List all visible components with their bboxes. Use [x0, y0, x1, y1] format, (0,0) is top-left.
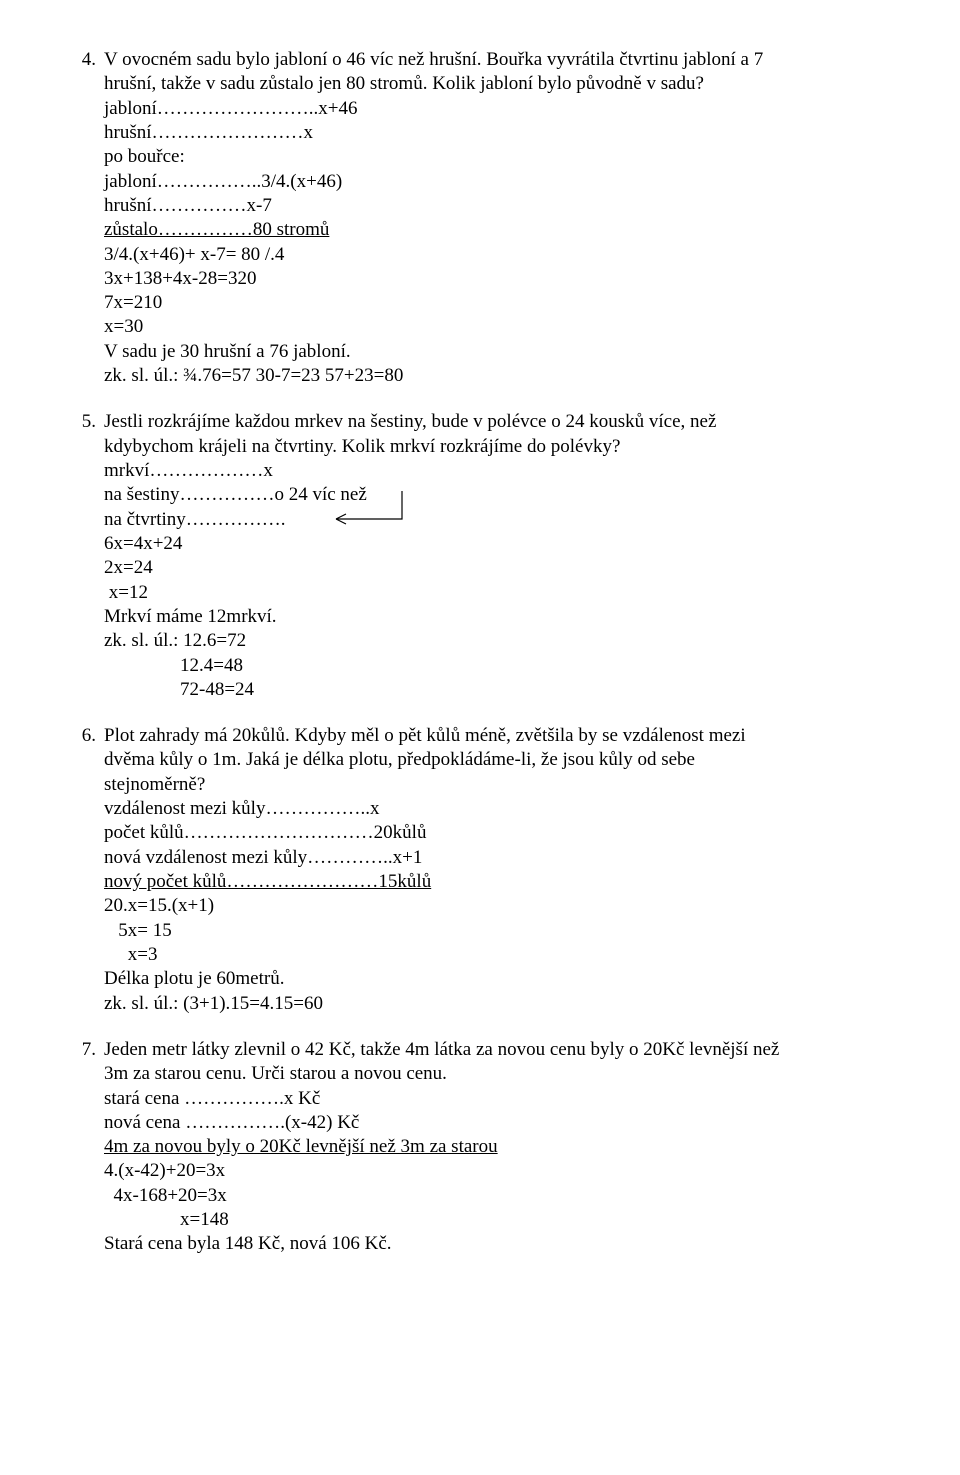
line: hrušní……………………x	[104, 121, 904, 145]
problem-4-work: jabloní……………………..x+46 hrušní……………………x po…	[70, 97, 904, 389]
q-text: 3m za starou cenu. Urči starou a novou c…	[104, 1063, 447, 1084]
line: nová vzdálenost mezi kůly…………..x+1	[104, 846, 904, 870]
line: zk. sl. úl.: (3+1).15=4.15=60	[104, 992, 904, 1016]
line-underlined: 4m za novou byly o 20Kč levnější než 3m …	[104, 1135, 904, 1159]
q-text: Jeden metr látky zlevnil o 42 Kč, takže …	[104, 1039, 779, 1060]
line: 72-48=24	[104, 678, 904, 702]
line: 4x-168+20=3x	[104, 1184, 904, 1208]
problem-7-question: 7. Jeden metr látky zlevnil o 42 Kč, tak…	[70, 1038, 904, 1087]
problem-4-question: 4. V ovocném sadu bylo jabloní o 46 víc …	[70, 48, 904, 97]
q-text: Jestli rozkrájíme každou mrkev na šestin…	[104, 411, 716, 432]
problem-5-question: 5. Jestli rozkrájíme každou mrkev na šes…	[70, 410, 904, 459]
problem-number: 4.	[70, 48, 104, 72]
problem-5: 5. Jestli rozkrájíme každou mrkev na šes…	[70, 410, 904, 702]
q-text: stejnoměrně?	[104, 774, 205, 795]
line: nová cena …………….(x-42) Kč	[104, 1111, 904, 1135]
line: 6x=4x+24	[104, 532, 904, 556]
line: na šestiny……………o 24 víc než	[104, 483, 904, 507]
line: počet kůlů…………………………20kůlů	[104, 821, 904, 845]
line: vzdálenost mezi kůly……………..x	[104, 797, 904, 821]
line: x=30	[104, 315, 904, 339]
line: stará cena …………….x Kč	[104, 1087, 904, 1111]
line: Délka plotu je 60metrů.	[104, 967, 904, 991]
line: Mrkví máme 12mrkví.	[104, 605, 904, 629]
line: x=148	[104, 1208, 904, 1232]
q-text: V ovocném sadu bylo jabloní o 46 víc než…	[104, 49, 763, 70]
line: mrkví………………x	[104, 459, 904, 483]
problem-6-question: 6. Plot zahrady má 20kůlů. Kdyby měl o p…	[70, 724, 904, 797]
line: zk. sl. úl.: 12.6=72	[104, 629, 904, 653]
line-underlined: nový počet kůlů……………………15kůlů	[104, 870, 904, 894]
line: po bouřce:	[104, 145, 904, 169]
line-underlined: zůstalo……………80 stromů	[104, 218, 904, 242]
line: jabloní……………………..x+46	[104, 97, 904, 121]
q-text: kdybychom krájeli na čtvrtiny. Kolik mrk…	[104, 436, 620, 457]
line: zk. sl. úl.: ¾.76=57 30-7=23 57+23=80	[104, 364, 904, 388]
line: na čtvrtiny…………….	[104, 508, 904, 532]
line: 12.4=48	[104, 654, 904, 678]
problem-5-work: mrkví………………x na šestiny……………o 24 víc než…	[70, 459, 904, 702]
problem-number: 6.	[70, 724, 104, 748]
line: 3/4.(x+46)+ x-7= 80 /.4	[104, 243, 904, 267]
line: jabloní……………..3/4.(x+46)	[104, 170, 904, 194]
line: Stará cena byla 148 Kč, nová 106 Kč.	[104, 1232, 904, 1256]
arrow-group: na šestiny……………o 24 víc než na čtvrtiny……	[104, 483, 904, 532]
q-text: Plot zahrady má 20kůlů. Kdyby měl o pět …	[104, 725, 746, 746]
problem-7-work: stará cena …………….x Kč nová cena …………….(x…	[70, 1087, 904, 1257]
line: 20.x=15.(x+1)	[104, 894, 904, 918]
line: x=12	[104, 581, 904, 605]
q-text: hrušní, takže v sadu zůstalo jen 80 stro…	[104, 73, 704, 94]
line: 3x+138+4x-28=320	[104, 267, 904, 291]
problem-7: 7. Jeden metr látky zlevnil o 42 Kč, tak…	[70, 1038, 904, 1257]
line: V sadu je 30 hrušní a 76 jabloní.	[104, 340, 904, 364]
line: hrušní……………x-7	[104, 194, 904, 218]
line: 2x=24	[104, 556, 904, 580]
problem-number: 5.	[70, 410, 104, 434]
line: 5x= 15	[104, 919, 904, 943]
line: 7x=210	[104, 291, 904, 315]
q-text: dvěma kůly o 1m. Jaká je délka plotu, př…	[104, 749, 695, 770]
problem-6-work: vzdálenost mezi kůly……………..x počet kůlů……	[70, 797, 904, 1016]
problem-number: 7.	[70, 1038, 104, 1062]
problem-4: 4. V ovocném sadu bylo jabloní o 46 víc …	[70, 48, 904, 388]
problem-6: 6. Plot zahrady má 20kůlů. Kdyby měl o p…	[70, 724, 904, 1016]
line: 4.(x-42)+20=3x	[104, 1159, 904, 1183]
line: x=3	[104, 943, 904, 967]
